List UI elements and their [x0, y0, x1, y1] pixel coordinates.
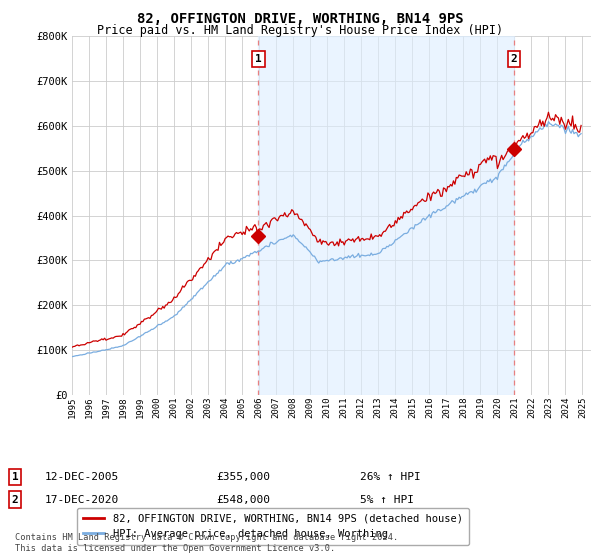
- Bar: [259, 36, 514, 395]
- Text: £355,000: £355,000: [216, 472, 270, 482]
- Text: 12-DEC-2005: 12-DEC-2005: [45, 472, 119, 482]
- Text: 2: 2: [11, 494, 19, 505]
- Text: 26% ↑ HPI: 26% ↑ HPI: [360, 472, 421, 482]
- Text: £548,000: £548,000: [216, 494, 270, 505]
- Text: 82, OFFINGTON DRIVE, WORTHING, BN14 9PS: 82, OFFINGTON DRIVE, WORTHING, BN14 9PS: [137, 12, 463, 26]
- Text: Price paid vs. HM Land Registry's House Price Index (HPI): Price paid vs. HM Land Registry's House …: [97, 24, 503, 36]
- Text: 17-DEC-2020: 17-DEC-2020: [45, 494, 119, 505]
- Legend: 82, OFFINGTON DRIVE, WORTHING, BN14 9PS (detached house), HPI: Average price, de: 82, OFFINGTON DRIVE, WORTHING, BN14 9PS …: [77, 507, 469, 545]
- Text: Contains HM Land Registry data © Crown copyright and database right 2024.
This d: Contains HM Land Registry data © Crown c…: [15, 533, 398, 553]
- Text: 1: 1: [11, 472, 19, 482]
- Text: 5% ↑ HPI: 5% ↑ HPI: [360, 494, 414, 505]
- Text: 1: 1: [255, 54, 262, 64]
- Text: 2: 2: [511, 54, 517, 64]
